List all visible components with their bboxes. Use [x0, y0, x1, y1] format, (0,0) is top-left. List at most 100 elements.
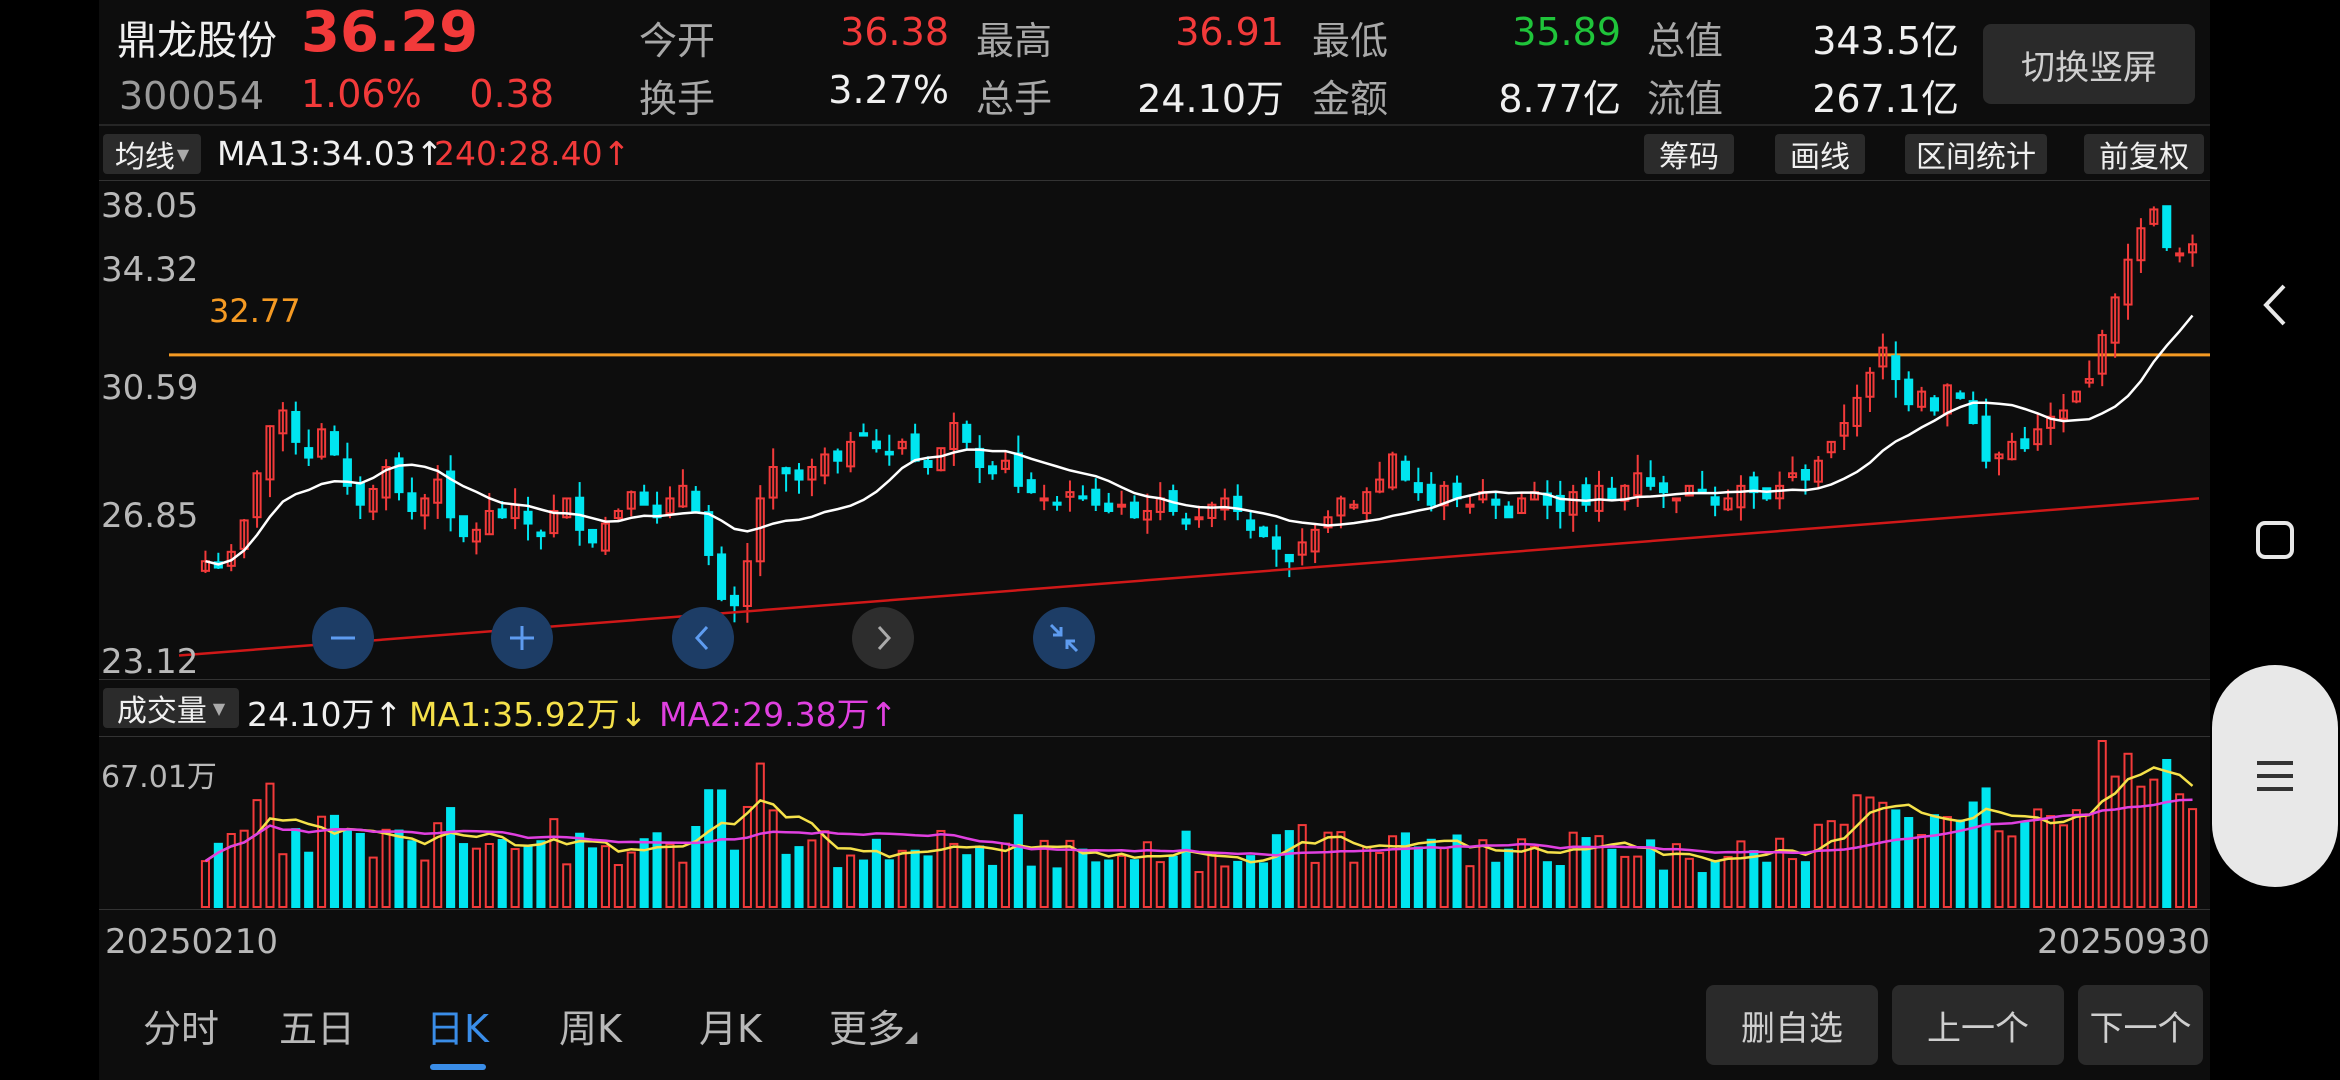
header-divider: [99, 124, 2210, 126]
candle: [1788, 472, 1798, 479]
candle: [691, 490, 701, 512]
tab-monthly-k[interactable]: 月K: [699, 1007, 762, 1051]
volume-bar: [794, 846, 804, 908]
chips-button[interactable]: 筹码: [1644, 134, 1734, 175]
stat-label: 最低: [1312, 19, 1389, 63]
candle: [1813, 459, 1823, 483]
candle: [936, 447, 946, 472]
volume-chart[interactable]: [99, 737, 2210, 909]
candle: [1233, 495, 1243, 512]
volume-bar: [317, 815, 327, 908]
candle: [1749, 476, 1759, 494]
tab-weekly-k[interactable]: 周K: [559, 1007, 622, 1051]
candle: [1658, 482, 1669, 494]
zoom-in-button[interactable]: [491, 607, 553, 669]
candle: [1271, 536, 1281, 550]
volume-bar: [1736, 840, 1746, 908]
candle: [1607, 487, 1617, 500]
candle: [1620, 484, 1630, 502]
candle: [1181, 518, 1191, 525]
scroll-right-button[interactable]: [852, 607, 914, 669]
volume-bar: [1400, 832, 1410, 908]
volume-bar: [1452, 834, 1462, 908]
reference-line-label: 32.77: [209, 292, 301, 330]
remove-watchlist-button[interactable]: 删自选: [1706, 985, 1878, 1065]
tab-more[interactable]: 更多◢: [829, 998, 917, 1053]
volume-bar: [704, 789, 714, 908]
vol-ma2-line: [204, 798, 2193, 863]
tab-intraday[interactable]: 分时: [143, 1007, 220, 1051]
candle: [200, 560, 211, 572]
volume-bar: [1839, 823, 1849, 908]
candle: [1891, 355, 1901, 381]
volume-bar: [1994, 830, 2004, 908]
volume-bar: [1529, 845, 1540, 908]
candle: [704, 511, 714, 556]
candle: [1078, 495, 1088, 500]
candle: [1555, 494, 1565, 512]
candle: [794, 469, 804, 481]
volume-bar: [988, 864, 998, 908]
scroll-left-button[interactable]: [672, 607, 734, 669]
stat-value: 35.89: [1512, 10, 1621, 54]
adjust-button[interactable]: 前复权: [2084, 134, 2204, 175]
volume-bar: [1117, 854, 1127, 908]
candle: [562, 497, 572, 519]
volume-bar: [1091, 861, 1101, 909]
candle: [1929, 397, 1940, 412]
draw-line-button[interactable]: 画线: [1775, 134, 1865, 175]
volume-bar: [1504, 848, 1514, 909]
volume-bar: [497, 839, 507, 908]
candle: [1671, 497, 1681, 502]
candle: [549, 509, 559, 535]
candle: [1968, 400, 1978, 425]
collapse-button[interactable]: [1033, 607, 1095, 669]
volume-bar: [936, 829, 946, 908]
range-stats-button[interactable]: 区间统计: [1905, 134, 2047, 175]
candle: [1633, 472, 1643, 497]
candle: [278, 409, 288, 435]
volume-bar: [975, 845, 985, 908]
candle: [368, 487, 378, 513]
candle: [1117, 503, 1127, 508]
switch-portrait-button[interactable]: 切换竖屏: [1983, 24, 2195, 104]
volume-bar: [2175, 793, 2185, 908]
candle: [420, 497, 430, 517]
candle: [1865, 371, 1875, 398]
candle: [613, 509, 623, 520]
candle: [820, 453, 830, 477]
volume-bar: [252, 799, 262, 908]
next-stock-button[interactable]: 下一个: [2078, 985, 2203, 1065]
volume-bar: [420, 859, 430, 908]
stat-value: 343.5亿: [1812, 19, 1959, 63]
previous-stock-button[interactable]: 上一个: [1892, 985, 2064, 1065]
volume-bar: [1426, 838, 1436, 908]
candle: [975, 447, 985, 469]
zoom-out-button[interactable]: [312, 607, 374, 669]
volume-bar: [1207, 853, 1217, 908]
tab-daily-k[interactable]: 日K: [426, 1007, 489, 1051]
tab-five-day[interactable]: 五日: [279, 1007, 356, 1051]
volume-bar: [1852, 794, 1862, 908]
volume-bar: [884, 859, 894, 909]
volume-bar: [1104, 859, 1114, 908]
nav-menu-button[interactable]: [2212, 665, 2338, 887]
kline-chart[interactable]: [99, 181, 2210, 678]
ma-selector-label: 均线: [114, 140, 175, 175]
volume-bar: [1323, 831, 1333, 908]
volume-bar: [329, 814, 340, 908]
nav-back-button[interactable]: [2245, 270, 2305, 340]
candle: [1568, 491, 1578, 516]
candle: [523, 510, 533, 525]
volume-bar: [1684, 857, 1694, 908]
candle: [910, 433, 920, 462]
candle: [1904, 378, 1914, 406]
candle: [884, 450, 894, 456]
volume-bar: [1607, 848, 1617, 908]
volume-selector[interactable]: 成交量 ▼: [103, 688, 239, 729]
candle: [1800, 469, 1810, 481]
candle: [1504, 505, 1514, 519]
ma-selector[interactable]: 均线 ▼: [103, 134, 201, 175]
nav-home-button[interactable]: [2245, 505, 2305, 575]
candle: [871, 440, 881, 450]
